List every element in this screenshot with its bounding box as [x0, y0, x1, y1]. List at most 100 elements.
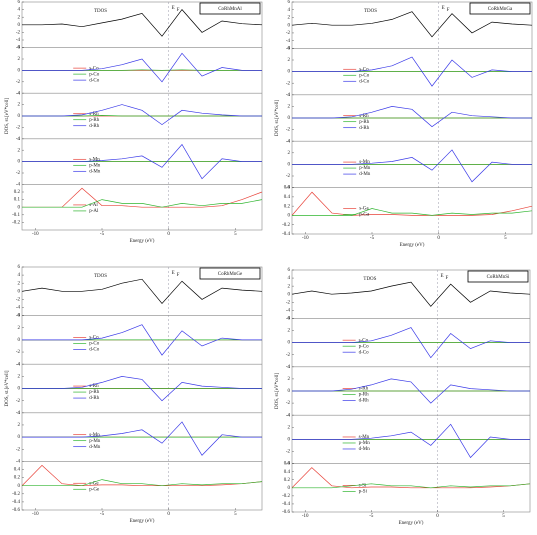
- y-tick-label: 0: [18, 23, 21, 28]
- x-tick-label: 5: [234, 512, 237, 517]
- y-tick-label: -4: [16, 306, 21, 311]
- legend-label: p-Ga: [359, 213, 370, 218]
- y-tick-label: 2: [288, 329, 291, 334]
- dos-line: [22, 479, 263, 487]
- y-tick-label: 4: [288, 365, 291, 370]
- y-tick-label: 2: [288, 284, 291, 289]
- dos-line: [22, 376, 262, 402]
- legend-label: TDOS: [94, 9, 107, 14]
- legend-label: s-Co: [89, 66, 99, 71]
- legend-label: d-Co: [359, 79, 370, 84]
- y-tick-label: -2: [286, 353, 291, 358]
- y-tick-label: -6: [286, 317, 291, 322]
- y-tick-label: -4: [286, 462, 291, 467]
- fermi-label: E: [442, 6, 445, 11]
- y-tick-label: 4: [288, 139, 291, 144]
- y-tick-label: 0: [288, 163, 291, 168]
- y-tick-label: 0: [288, 214, 291, 219]
- y-tick-label: -4: [16, 137, 21, 142]
- chart-title: CoRhMnAl: [218, 7, 242, 12]
- y-tick-label: -0.1: [12, 213, 20, 218]
- x-axis-label: Energy (eV): [400, 243, 425, 248]
- y-tick-label: -4: [16, 38, 21, 43]
- y-tick-label: -2: [286, 174, 291, 179]
- y-tick-label: 0.4: [284, 195, 291, 200]
- y-tick-label: -4: [16, 460, 21, 465]
- legend-label: s-Mn: [89, 157, 100, 162]
- chart-title: CoRhMnGa: [488, 7, 513, 12]
- dos-line: [22, 52, 262, 83]
- x-tick-label: -10: [32, 232, 39, 237]
- legend-label: d-Mn: [359, 172, 371, 177]
- title-box: [467, 270, 529, 283]
- y-tick-label: 4: [288, 317, 291, 322]
- chart-title: CoRhMnGe: [218, 272, 243, 277]
- legend-label: d-Mn: [89, 169, 101, 174]
- legend-label: d-Mn: [359, 447, 371, 452]
- y-tick-label: -2: [286, 81, 291, 86]
- y-tick-label: 2: [18, 148, 21, 153]
- x-tick-label: 0: [437, 236, 440, 241]
- legend-label: s-Co: [359, 67, 369, 72]
- x-tick-label: 0: [436, 514, 439, 519]
- y-tick-label: 0: [288, 438, 291, 443]
- dos-line: [292, 56, 532, 87]
- x-axis-label: Energy (eV): [130, 239, 155, 244]
- dos-line: [22, 104, 262, 126]
- y-tick-label: -2: [286, 128, 291, 133]
- y-tick-label: 0: [18, 114, 21, 119]
- y-tick-label: 4: [18, 314, 21, 319]
- y-tick-label: -2: [16, 80, 21, 85]
- y-tick-label: -2: [16, 31, 21, 36]
- y-tick-label: 0: [288, 486, 291, 491]
- y-tick-label: 6: [288, 268, 291, 273]
- legend-label: s-Co: [359, 338, 369, 343]
- y-tick-label: 4: [18, 411, 21, 416]
- y-tick-label: 0: [288, 389, 291, 394]
- y-tick-label: -0.6: [282, 510, 290, 515]
- legend-label: s-Rh: [359, 114, 369, 119]
- fermi-label: E: [440, 274, 443, 279]
- y-tick-label: -4: [286, 139, 291, 144]
- y-tick-label: 4: [18, 362, 21, 367]
- dos-line: [22, 421, 262, 456]
- legend-label: s-Rh: [89, 112, 99, 117]
- legend-label: p-Mn: [89, 439, 101, 444]
- y-tick-label: 2: [18, 281, 21, 286]
- y-tick-label: 2: [288, 151, 291, 156]
- dos-line: [22, 324, 262, 356]
- x-tick-label: -5: [100, 512, 105, 517]
- y-tick-label: 0: [288, 292, 291, 297]
- y-tick-label: -4: [16, 411, 21, 416]
- y-tick-label: 0.2: [284, 204, 291, 209]
- y-tick-label: -4: [286, 308, 291, 313]
- legend-label: p-Si: [359, 490, 368, 495]
- y-tick-label: 0: [18, 160, 21, 165]
- y-tick-label: -0.4: [282, 232, 290, 237]
- y-tick-label: 0: [18, 289, 21, 294]
- dos-line: [292, 378, 530, 404]
- legend-label: s-Rh: [89, 384, 99, 389]
- x-tick-label: -10: [32, 512, 39, 517]
- dos-line: [292, 208, 533, 216]
- legend-label: TDOS: [364, 9, 377, 14]
- y-tick-label: -0.2: [282, 223, 290, 228]
- dos-line: [291, 467, 531, 489]
- y-tick-label: -2: [16, 399, 21, 404]
- y-tick-label: 0: [18, 69, 21, 74]
- title-box: [469, 2, 531, 15]
- fermi-label: E: [172, 6, 175, 11]
- y-tick-label: 0: [18, 338, 21, 343]
- y-tick-label: -4: [286, 413, 291, 418]
- y-tick-label: 4: [18, 137, 21, 142]
- x-tick-label: -5: [369, 514, 374, 519]
- y-tick-label: 4: [18, 46, 21, 51]
- legend-label: s-Ga: [359, 207, 369, 212]
- legend-label: p-Co: [359, 73, 370, 78]
- y-tick-label: -6: [286, 47, 291, 52]
- dos-line: [21, 278, 263, 305]
- legend-label: d-Rh: [359, 399, 370, 404]
- dos-line: [21, 464, 263, 487]
- y-tick-label: -4: [16, 183, 21, 188]
